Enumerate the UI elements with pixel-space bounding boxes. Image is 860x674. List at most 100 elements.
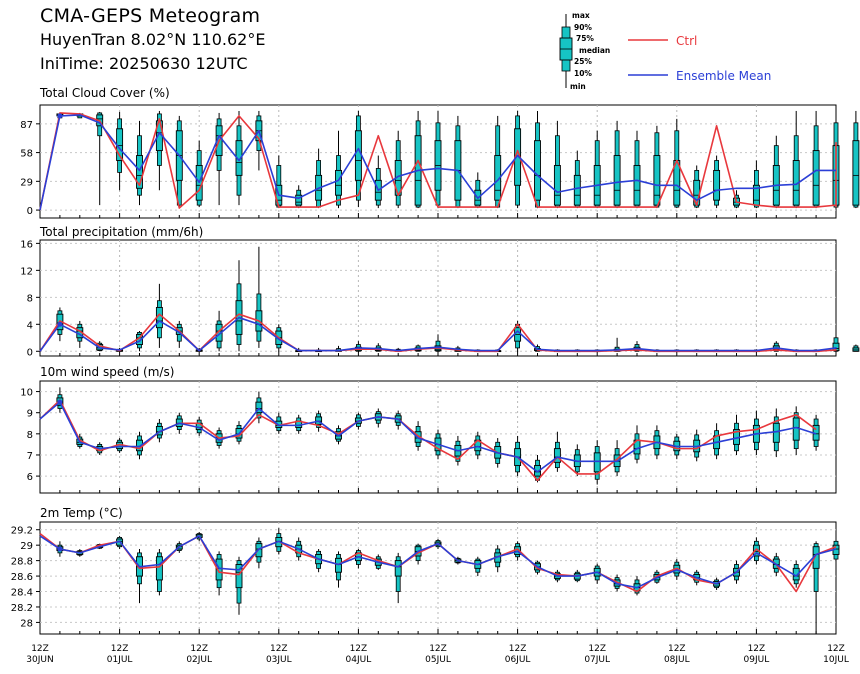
ensemble-box [175, 115, 183, 208]
box-75-25 [792, 417, 800, 441]
y-tick-label: 28.8 [11, 557, 33, 568]
ensemble-box [474, 431, 482, 460]
ensemble-box [315, 549, 323, 573]
legend-box-label: 90% [574, 23, 592, 32]
x-tick-time: 12Z [429, 644, 447, 654]
ensemble-box [136, 120, 143, 206]
legend-mean-label: Ensemble Mean [676, 69, 771, 83]
ensemble-box [195, 140, 203, 208]
box-75-25 [772, 422, 780, 443]
ensemble-box [553, 431, 561, 472]
ensemble-box [653, 125, 661, 209]
y-tick-label: 29.2 [11, 526, 33, 537]
x-tick-date: 07JUL [584, 655, 610, 665]
y-tick-label: 10 [20, 388, 33, 399]
ensemble-box [494, 115, 502, 209]
x-tick-date: 04JUL [346, 655, 372, 665]
y-tick-label: 28.4 [11, 588, 33, 599]
mean-marker [57, 399, 63, 405]
y-tick-label: 0 [27, 347, 33, 358]
ensemble-mean-line [39, 114, 836, 211]
box-75-25 [335, 169, 342, 196]
x-tick-time: 12Z [748, 644, 766, 654]
x-tick-time: 12Z [668, 644, 686, 654]
panel-title: Total precipitation (mm/6h) [39, 225, 203, 239]
ensemble-box [414, 110, 422, 209]
box-75-25 [295, 194, 303, 206]
panel-title: Total Cloud Cover (%) [39, 86, 170, 100]
ensemble-box [573, 150, 581, 209]
ensemble-box [534, 110, 541, 209]
box-75-25 [136, 155, 143, 189]
panel-2: 0 4 8 12 16 Total precipitation (mm/6h) [20, 225, 860, 358]
y-tick-label: 28.2 [11, 603, 33, 614]
y-tick-label: 4 [27, 320, 33, 331]
x-tick-date: 08JUL [664, 655, 690, 665]
box-75-25 [534, 465, 541, 477]
box-75-25 [553, 448, 561, 463]
ensemble-box [673, 118, 681, 209]
y-tick-label: 29 [20, 541, 33, 552]
x-tick-time: 12Z [350, 644, 368, 654]
panel-title: 2m Temp (°C) [40, 506, 123, 520]
legend-box-label: 10% [574, 69, 592, 78]
box-75-25 [534, 140, 541, 201]
ensemble-box [633, 130, 641, 209]
box-75-25 [653, 155, 661, 206]
ensemble-box [155, 549, 163, 596]
x-tick-time: 12Z [111, 644, 129, 654]
box-75-25 [255, 401, 263, 414]
ensemble-box [852, 110, 860, 209]
y-tick-label: 28 [20, 618, 33, 629]
ensemble-box [613, 120, 621, 209]
x-tick-date: 06JUL [505, 655, 531, 665]
panel-3: 6 7 8 9 10 10m wind speed (m/s) [20, 365, 837, 494]
legend-box-label: max [572, 11, 590, 20]
x-tick-date: 05JUL [425, 655, 451, 665]
ensemble-box [593, 130, 601, 209]
location-label: HuyenTran 8.02°N 110.62°E [40, 30, 266, 49]
box-75-25 [713, 169, 721, 201]
box-75-25 [235, 564, 243, 589]
x-tick-time: 12Z [827, 644, 845, 654]
box-75-25 [573, 174, 581, 206]
ensemble-mean-line [39, 401, 817, 473]
ensemble-box [792, 560, 800, 588]
legend: max 90% 75% median 25% 10% min Ctrl Ensemble Mea… [559, 11, 771, 91]
x-tick-date: 01JUL [107, 655, 133, 665]
y-tick-label: 8 [27, 293, 33, 304]
y-tick-label: 29 [20, 177, 33, 188]
box-75-25 [633, 165, 641, 206]
box-75-25 [215, 558, 223, 581]
legend-ctrl-label: Ctrl [676, 34, 697, 48]
box-75-25 [553, 165, 561, 206]
y-tick-label: 9 [27, 409, 33, 420]
legend-box-label: 75% [576, 34, 594, 43]
chart-title: CMA-GEPS Meteogram [40, 5, 261, 27]
mean-marker [57, 321, 63, 327]
ensemble-box [713, 155, 721, 209]
box-75-25 [812, 150, 820, 206]
ensemble-box [136, 431, 143, 460]
ensemble-box [235, 556, 243, 615]
ensemble-box [434, 110, 442, 209]
x-tick-date: 03JUL [266, 655, 292, 665]
mean-marker [57, 113, 63, 119]
ensemble-mean-line [39, 316, 837, 352]
ensemble-box [812, 110, 820, 209]
x-tick-time: 12Z [270, 644, 288, 654]
ensemble-box [514, 110, 522, 209]
y-tick-label: 7 [27, 451, 33, 462]
y-tick-label: 12 [20, 266, 33, 277]
ensemble-box [354, 110, 362, 208]
y-tick-label: 28.6 [11, 572, 33, 583]
panel-title: 10m wind speed (m/s) [40, 365, 174, 379]
ctrl-line [39, 112, 837, 211]
y-tick-label: 87 [20, 120, 33, 131]
x-tick-time: 12Z [190, 644, 208, 654]
x-tick-date: 10JUL [823, 655, 849, 665]
box-75-25 [852, 140, 860, 206]
x-tick-date: 09JUL [744, 655, 770, 665]
x-axis: 12Z30JUN12Z01JUL12Z02JUL12Z03JUL12Z04JUL… [26, 644, 849, 665]
